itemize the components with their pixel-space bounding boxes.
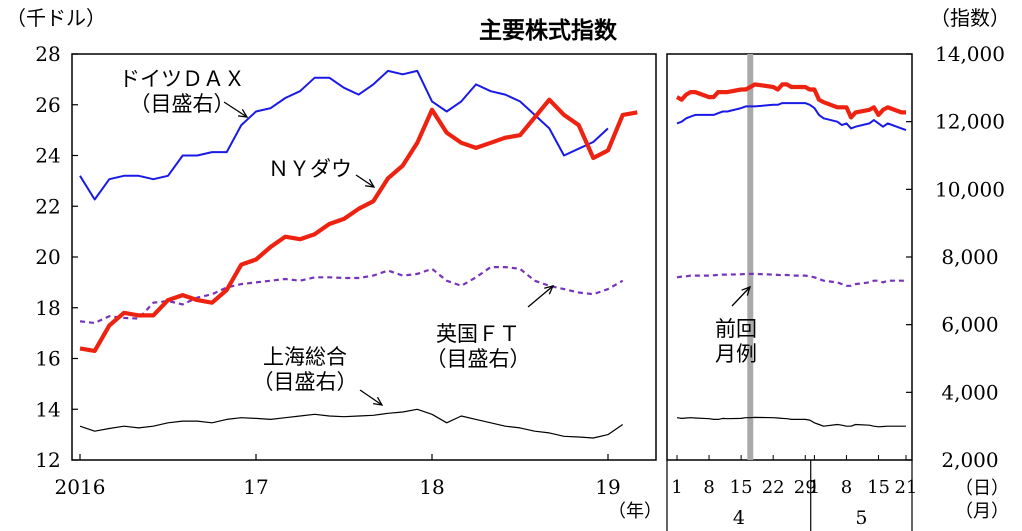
- x-day-label: 1: [809, 477, 820, 498]
- ny-arrow-head: [364, 178, 376, 188]
- ftse-arrow: [527, 285, 554, 308]
- x-month-unit: （月）: [955, 501, 1009, 522]
- shanghai-label-note: （目盛右）: [253, 370, 358, 394]
- dax-monthly-line: [79, 69, 609, 201]
- x-year-label: 18: [419, 475, 444, 499]
- right-y-tick-label: 6,000: [941, 313, 998, 337]
- previous-report-bar: [747, 54, 754, 460]
- x-day-label: 8: [703, 477, 714, 498]
- ftse-arrow-head: [544, 285, 555, 295]
- left-y-tick-label: 28: [35, 42, 60, 66]
- prev-report-arrow-head: [741, 285, 752, 296]
- shanghai-arrow: [359, 389, 383, 406]
- x-year-unit: （年）: [608, 501, 662, 522]
- right-y-tick-label: 12,000: [935, 110, 1005, 134]
- x-day-label: 22: [762, 477, 785, 498]
- dax-daily-line: [676, 102, 907, 132]
- x-day-label: 1: [671, 477, 682, 498]
- left-y-tick-label: 18: [35, 296, 60, 320]
- dax-label: ドイツＤＡＸ: [119, 67, 245, 91]
- x-day-label: 15: [730, 477, 753, 498]
- axes: 1214161820222426282,0004,0006,0008,00010…: [35, 42, 1005, 531]
- shanghai-daily-line: [676, 416, 906, 428]
- ny-arrow: [355, 174, 375, 188]
- chart-title: 主要株式指数: [479, 18, 618, 44]
- ny-label: ＮＹダウ: [268, 157, 352, 181]
- right-unit-label: （指数）: [930, 6, 1010, 30]
- ny-monthly-line: [79, 97, 638, 353]
- prev-report-label: 前回: [715, 317, 757, 341]
- shanghai-label: 上海総合: [263, 345, 347, 369]
- shanghai-monthly-line: [79, 408, 624, 439]
- dax-arrow: [223, 101, 248, 118]
- x-day-label: 8: [841, 477, 852, 498]
- right-y-tick-label: 8,000: [941, 245, 998, 269]
- left-y-tick-label: 26: [35, 93, 60, 117]
- x-month-label: 5: [855, 507, 867, 529]
- left-y-tick-label: 24: [35, 144, 60, 168]
- left-y-tick-label: 20: [35, 245, 60, 269]
- x-month-label: 4: [733, 507, 745, 529]
- x-day-unit: （日）: [955, 478, 1009, 499]
- series-lines: [79, 69, 907, 439]
- ftse-label-note: （目盛右）: [426, 347, 531, 371]
- ftse-daily-line: [676, 272, 906, 287]
- right-y-tick-label: 14,000: [935, 42, 1005, 66]
- left-y-tick-label: 12: [35, 448, 60, 472]
- x-year-label: 19: [595, 475, 620, 499]
- x-year-label: 2016: [55, 475, 106, 499]
- ftse-label: 英国ＦＴ: [436, 322, 520, 346]
- dax-label-note: （目盛右）: [130, 92, 235, 116]
- x-year-label: 17: [243, 475, 268, 499]
- right-y-tick-label: 4,000: [941, 380, 998, 404]
- x-day-label: 21: [895, 477, 918, 498]
- ftse-monthly-line: [79, 266, 624, 325]
- left-unit-label: （千ドル）: [6, 6, 106, 30]
- shanghai-arrow-head: [373, 396, 384, 406]
- prev-report-arrow: [731, 286, 751, 307]
- dax-arrow-head: [237, 108, 249, 118]
- x-day-label: 15: [867, 477, 890, 498]
- left-y-tick-label: 14: [35, 397, 60, 421]
- right-y-tick-label: 2,000: [941, 448, 998, 472]
- prev-report-label-note: 月例: [715, 342, 757, 366]
- left-y-tick-label: 22: [35, 194, 60, 218]
- right-y-tick-label: 10,000: [935, 177, 1005, 201]
- left-y-tick-label: 16: [35, 347, 60, 371]
- ny-daily-line: [675, 82, 906, 120]
- previous-report-marker: [747, 54, 754, 460]
